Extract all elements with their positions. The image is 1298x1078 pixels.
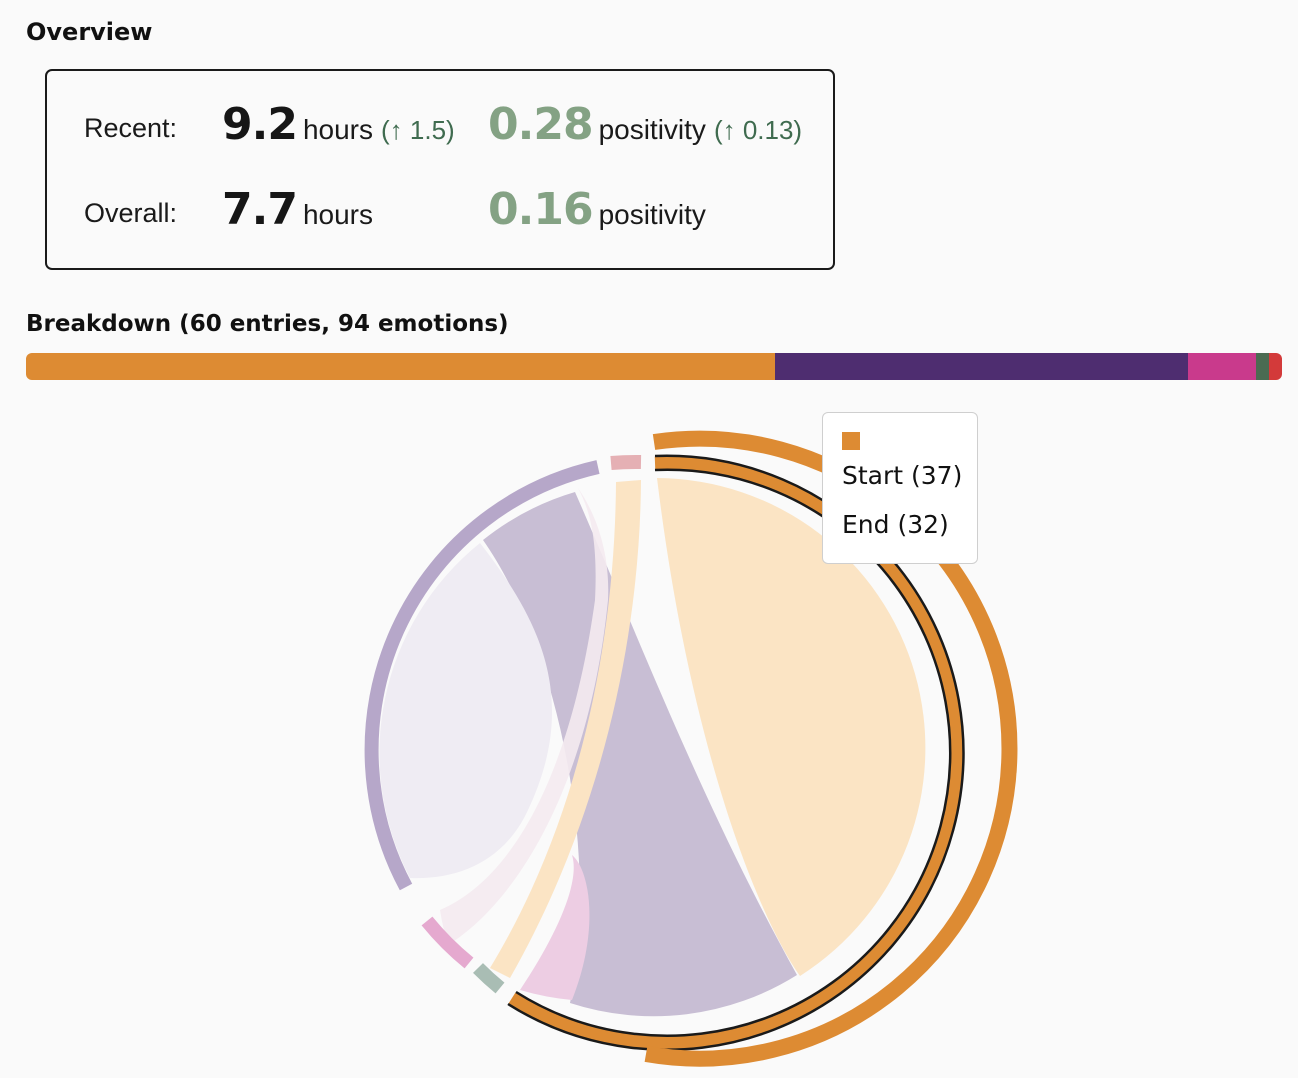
chord-ribbons — [379, 478, 926, 1017]
node-arc-rose[interactable] — [610, 454, 642, 470]
overview-stats-box: Recent: 9.2 hours (↑ 1.5) 0.28 positivity (↑… — [45, 69, 835, 270]
chord-inner-arcs — [364, 454, 965, 1052]
recent-label: Recent: — [84, 113, 178, 143]
recent-hours-unit: hours — [302, 114, 373, 145]
recent-positivity-unit: positivity — [598, 114, 706, 145]
overall-hours: 7.7 hours — [222, 184, 373, 235]
recent-hours-delta: (↑ 1.5) — [381, 115, 455, 145]
breakdown-bar-segment[interactable] — [1269, 353, 1282, 380]
breakdown-bar-segment[interactable] — [26, 353, 775, 380]
node-arc-orange-outline-inner — [515, 468, 952, 1037]
tooltip-start: Start (37) — [842, 461, 963, 490]
chord-ribbon-pink[interactable] — [520, 855, 590, 1000]
node-arc-pink[interactable] — [421, 916, 474, 969]
overall-positivity-unit: positivity — [598, 199, 706, 230]
node-arc-purple[interactable] — [364, 460, 600, 891]
overview-title: Overview — [26, 18, 153, 46]
tooltip-swatch — [842, 432, 860, 450]
outer-arc-orange[interactable] — [644, 430, 1018, 1067]
chord-ribbon-lightpink[interactable] — [440, 488, 609, 945]
overall-positivity-value: 0.16 — [488, 184, 594, 235]
recent-hours: 9.2 hours (↑ 1.5) — [222, 99, 455, 150]
chord-ribbon-orange-self[interactable] — [657, 478, 926, 976]
overall-hours-value: 7.7 — [222, 184, 298, 235]
recent-stats-row: Recent: 9.2 hours (↑ 1.5) 0.28 positivity (↑… — [47, 99, 833, 159]
recent-positivity-value: 0.28 — [488, 99, 594, 150]
chord-tooltip: Start (37) End (32) — [822, 412, 978, 564]
emotion-breakdown-bar[interactable] — [26, 353, 1282, 380]
overall-hours-unit: hours — [302, 199, 373, 230]
breakdown-bar-segment[interactable] — [1187, 353, 1256, 380]
breakdown-bar-segment[interactable] — [1255, 353, 1270, 380]
overall-label: Overall: — [84, 198, 178, 228]
recent-positivity-delta: (↑ 0.13) — [713, 115, 803, 145]
breakdown-bar-segment[interactable] — [774, 353, 1188, 380]
recent-hours-value: 9.2 — [222, 99, 298, 150]
chord-ribbon-purple-orange[interactable] — [483, 492, 797, 1017]
tooltip-end: End (32) — [842, 510, 949, 539]
recent-positivity: 0.28 positivity (↑ 0.13) — [488, 99, 802, 150]
overall-stats-row: Overall: 7.7 hours 0.16 positivity — [47, 184, 833, 244]
chord-ribbon-thin-orange[interactable] — [490, 480, 641, 978]
breakdown-title: Breakdown (60 entries, 94 emotions) — [26, 311, 509, 337]
overall-positivity: 0.16 positivity — [488, 184, 706, 235]
node-arc-orange[interactable] — [508, 456, 964, 1050]
node-arc-green[interactable] — [473, 963, 505, 994]
chord-ribbon-purple-self[interactable] — [379, 543, 553, 879]
